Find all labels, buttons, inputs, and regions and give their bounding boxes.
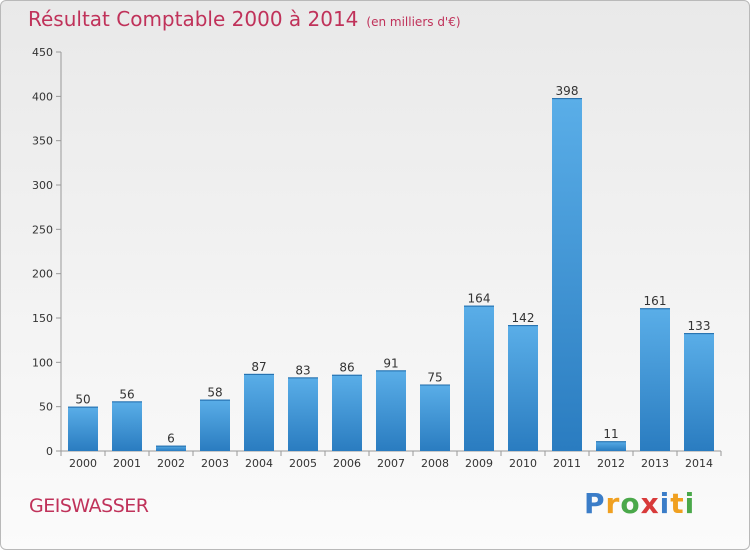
x-tick-label: 2000 <box>69 457 97 470</box>
x-tick-label: 2008 <box>421 457 449 470</box>
chart-title: Résultat Comptable 2000 à 2014 (en millie… <box>28 7 461 31</box>
proxiti-logo: Proxiti <box>584 487 695 520</box>
logo-letter: r <box>605 487 621 520</box>
x-tick-label: 2001 <box>113 457 141 470</box>
x-tick-label: 2004 <box>245 457 273 470</box>
chart-subtitle: (en milliers d'€) <box>366 15 461 29</box>
data-label-2001: 56 <box>119 387 134 401</box>
y-tick-label: 350 <box>32 135 53 148</box>
data-label-2004: 87 <box>251 360 266 374</box>
logo-letter: t <box>670 487 685 520</box>
bar-2011 <box>552 98 582 452</box>
bar-2010 <box>508 325 538 451</box>
logo-letter: o <box>620 487 641 520</box>
y-tick-label: 150 <box>32 312 53 325</box>
y-tick-label: 250 <box>32 223 53 236</box>
bar-2000 <box>68 406 98 451</box>
bar-2005 <box>288 377 318 451</box>
logo-letter: P <box>584 487 606 520</box>
x-tick-label: 2012 <box>597 457 625 470</box>
y-tick-label: 400 <box>32 90 53 103</box>
data-label-2011: 398 <box>556 84 579 98</box>
data-label-2013: 161 <box>644 294 667 308</box>
x-tick-label: 2003 <box>201 457 229 470</box>
x-tick-label: 2011 <box>553 457 581 470</box>
bar-2008 <box>420 384 450 451</box>
x-tick-label: 2009 <box>465 457 493 470</box>
bar-2002 <box>156 445 186 451</box>
bar-2013 <box>640 308 670 451</box>
logo-letter: i <box>684 487 696 520</box>
bar-2012 <box>596 441 626 451</box>
x-tick-label: 2007 <box>377 457 405 470</box>
data-label-2008: 75 <box>427 371 442 385</box>
data-label-2010: 142 <box>512 311 535 325</box>
bar-2003 <box>200 399 230 451</box>
data-label-2014: 133 <box>688 319 711 333</box>
x-tick-label: 2002 <box>157 457 185 470</box>
x-tick-label: 2010 <box>509 457 537 470</box>
logo-letter: x <box>640 487 660 520</box>
bar-2007 <box>376 370 406 451</box>
x-axis: 2000 2001 2002 2003 2004 2005 2006 2007 2008 2009… <box>60 450 722 470</box>
data-label-2007: 91 <box>383 356 398 370</box>
x-tick-label: 2006 <box>333 457 361 470</box>
bar-2001 <box>112 401 142 451</box>
bar-2014 <box>684 333 714 451</box>
y-axis: 0 50 100 150 200 250 300 350 400 450 <box>32 46 62 458</box>
data-label-2012: 11 <box>603 427 618 441</box>
y-tick-label: 450 <box>32 46 53 59</box>
bar-2006 <box>332 374 362 451</box>
data-labels-group: 50 56 6 58 87 83 86 91 75 164 142 398 11 161 133 <box>75 84 710 446</box>
data-label-2006: 86 <box>339 361 354 375</box>
city-name: GEISWASSER <box>29 495 149 517</box>
y-tick-label: 300 <box>32 179 53 192</box>
data-label-2000: 50 <box>75 393 90 407</box>
logo-letter: i <box>659 487 671 520</box>
y-tick-label: 0 <box>46 445 53 458</box>
data-label-2005: 83 <box>295 363 310 377</box>
bar-2004 <box>244 373 274 451</box>
y-tick-label: 50 <box>39 401 53 414</box>
data-label-2003: 58 <box>207 386 222 400</box>
bars-group <box>68 98 714 452</box>
data-label-2009: 164 <box>468 292 491 306</box>
x-tick-label: 2013 <box>641 457 669 470</box>
bar-2009 <box>464 305 494 451</box>
chart-title-text: Résultat Comptable 2000 à 2014 <box>28 7 359 31</box>
data-label-2002: 6 <box>167 432 175 446</box>
y-tick-label: 200 <box>32 268 53 281</box>
y-tick-label: 100 <box>32 356 53 369</box>
x-tick-label: 2005 <box>289 457 317 470</box>
x-tick-label: 2014 <box>685 457 713 470</box>
